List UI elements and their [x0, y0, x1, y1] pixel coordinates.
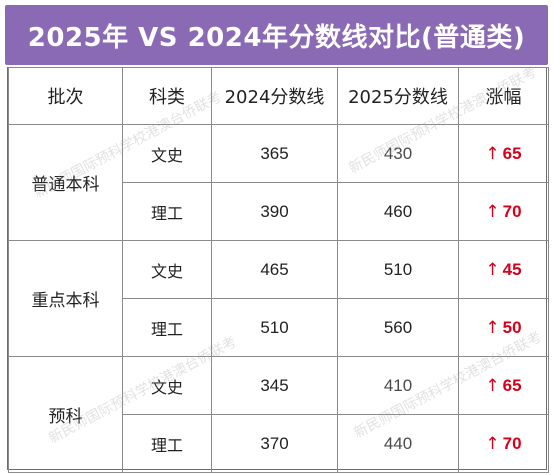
table-row: 理工 370 440 ↑ 70: [9, 414, 549, 473]
up-arrow-icon: ↑: [485, 433, 500, 454]
subject-cell: 理工: [122, 182, 212, 241]
score-table: 批次 科类 2024分数线 2025分数线 涨幅 普通本科 文史 365 430…: [8, 67, 549, 473]
score-2025-cell: 430: [337, 124, 459, 183]
score-2024-cell: 345: [211, 356, 338, 415]
rise-value: 65: [502, 143, 522, 163]
rise-cell: ↑ 70: [458, 182, 549, 241]
subject-cell: 理工: [122, 414, 212, 473]
subject-cell: 文史: [122, 356, 212, 415]
score-2025-cell: 410: [337, 356, 459, 415]
table-row: 理工 390 460 ↑ 70: [9, 182, 549, 241]
title-banner: 2025年 VS 2024年分数线对比(普通类): [5, 5, 548, 65]
rise-cell: ↑ 45: [458, 240, 549, 299]
rise-value: 45: [502, 259, 522, 279]
up-arrow-icon: ↑: [485, 201, 500, 222]
table-row: 重点本科 文史 465 510 ↑ 45: [8, 240, 549, 357]
table-row: 预科 文史 345 410 ↑ 65: [8, 356, 549, 473]
subject-cell: 文史: [122, 240, 212, 299]
batch-cell: 重点本科: [8, 240, 123, 357]
table-header-row: 批次 科类 2024分数线 2025分数线 涨幅: [8, 67, 549, 125]
score-2025-cell: 440: [337, 414, 459, 473]
score-2024-cell: 365: [211, 124, 338, 183]
up-arrow-icon: ↑: [485, 259, 500, 280]
page-title: 2025年 VS 2024年分数线对比(普通类): [27, 22, 526, 53]
score-comparison-table: 批次 科类 2024分数线 2025分数线 涨幅 普通本科 文史 365 430…: [7, 67, 549, 473]
rise-value: 70: [502, 433, 522, 453]
score-2024-cell: 465: [211, 240, 338, 299]
batch-cell: 普通本科: [8, 124, 123, 241]
score-2025-cell: 460: [337, 182, 459, 241]
score-2024-cell: 370: [211, 414, 338, 473]
up-arrow-icon: ↑: [485, 317, 500, 338]
subject-cell: 文史: [122, 124, 212, 183]
rise-cell: ↑ 65: [458, 356, 549, 415]
table-row: 理工 510 560 ↑ 50: [9, 298, 549, 357]
header-2024-score: 2024分数线: [211, 67, 338, 125]
table-row: 普通本科 文史 365 430 ↑ 65: [8, 124, 549, 241]
rise-cell: ↑ 70: [458, 414, 549, 473]
header-2025-score: 2025分数线: [337, 67, 459, 125]
rise-value: 70: [502, 201, 522, 221]
header-subject: 科类: [122, 67, 212, 125]
header-rise: 涨幅: [458, 67, 549, 125]
header-batch: 批次: [8, 67, 123, 125]
rise-value: 65: [502, 375, 522, 395]
subject-cell: 理工: [122, 298, 212, 357]
batch-cell: 预科: [8, 356, 123, 473]
rise-cell: ↑ 65: [458, 124, 549, 183]
score-2025-cell: 560: [337, 298, 459, 357]
rise-value: 50: [502, 317, 522, 337]
score-2024-cell: 390: [211, 182, 338, 241]
score-2025-cell: 510: [337, 240, 459, 299]
rise-cell: ↑ 50: [458, 298, 549, 357]
up-arrow-icon: ↑: [485, 143, 500, 164]
score-2024-cell: 510: [211, 298, 338, 357]
up-arrow-icon: ↑: [485, 375, 500, 396]
